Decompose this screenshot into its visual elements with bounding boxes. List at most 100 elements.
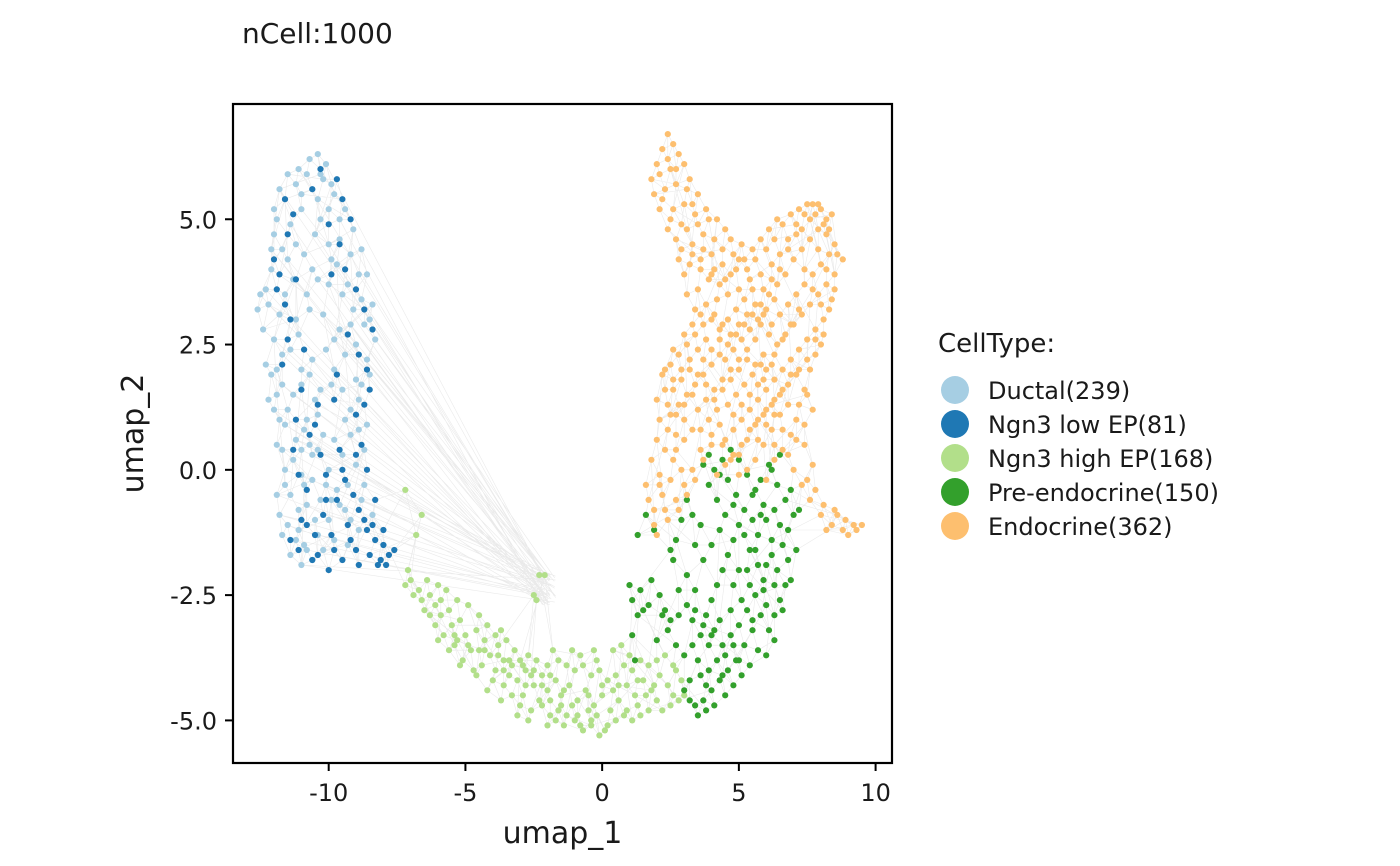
- data-point: [670, 206, 677, 213]
- data-point: [672, 236, 680, 243]
- data-point: [369, 521, 376, 529]
- data-point: [787, 431, 794, 438]
- data-point: [363, 421, 371, 428]
- x-tick-label: -5: [453, 779, 477, 807]
- legend-label: Ngn3 high EP(168): [988, 445, 1213, 473]
- data-point: [746, 406, 753, 413]
- data-point: [667, 166, 674, 173]
- data-point: [361, 401, 368, 408]
- data-point: [500, 682, 507, 689]
- x-axis: -10 -5 0 5 10: [309, 763, 891, 807]
- data-point: [667, 411, 674, 418]
- data-point: [705, 667, 712, 674]
- data-point: [292, 536, 299, 544]
- data-point: [325, 466, 332, 473]
- data-point: [366, 551, 373, 559]
- data-point: [325, 206, 332, 213]
- data-point: [779, 221, 786, 228]
- data-point: [281, 291, 289, 298]
- data-point: [683, 291, 691, 298]
- data-point: [437, 612, 444, 619]
- data-point: [383, 561, 390, 569]
- data-point: [342, 416, 349, 423]
- data-point: [727, 331, 734, 338]
- data-point: [694, 712, 702, 719]
- data-point: [593, 657, 600, 664]
- data-point: [738, 401, 745, 408]
- data-point: [322, 346, 330, 353]
- data-point: [273, 441, 280, 448]
- data-point: [722, 436, 729, 443]
- data-point: [806, 236, 814, 243]
- data-point: [651, 191, 658, 198]
- data-point: [705, 642, 712, 649]
- data-point: [620, 662, 628, 669]
- data-point: [812, 486, 819, 493]
- data-point: [358, 441, 365, 448]
- data-point: [303, 291, 310, 298]
- data-point: [262, 361, 269, 368]
- data-point: [716, 421, 723, 428]
- data-point: [588, 722, 595, 729]
- data-point: [577, 722, 584, 729]
- data-point: [760, 587, 767, 594]
- data-point: [629, 717, 636, 724]
- data-point: [369, 511, 376, 518]
- data-point: [661, 652, 669, 659]
- data-point: [623, 707, 630, 714]
- data-point: [292, 241, 299, 248]
- data-point: [593, 712, 600, 719]
- data-point: [511, 647, 518, 654]
- data-point: [798, 481, 805, 488]
- data-point: [741, 256, 748, 263]
- data-point: [741, 642, 748, 649]
- x-tick-label: 10: [860, 779, 891, 807]
- data-point: [771, 612, 778, 619]
- data-point: [629, 597, 636, 604]
- data-point: [287, 536, 294, 544]
- data-point: [309, 476, 316, 483]
- data-point: [672, 496, 680, 503]
- data-point: [757, 476, 764, 483]
- data-point: [724, 316, 732, 323]
- legend-label: Endocrine(362): [988, 513, 1173, 541]
- data-point: [648, 456, 655, 463]
- data-point: [320, 311, 327, 318]
- data-point: [659, 371, 666, 378]
- data-point: [683, 341, 691, 348]
- data-point: [711, 266, 718, 273]
- data-point: [273, 491, 280, 498]
- data-point: [637, 712, 644, 719]
- data-point: [776, 251, 784, 258]
- data-point: [774, 216, 781, 223]
- data-point: [279, 446, 286, 453]
- data-point: [265, 301, 272, 308]
- data-point: [404, 567, 412, 574]
- data-point: [352, 451, 360, 458]
- data-point: [692, 702, 699, 709]
- data-point: [435, 582, 442, 589]
- data-point: [744, 471, 751, 478]
- data-point: [281, 196, 289, 203]
- data-point: [538, 682, 546, 689]
- data-point: [785, 556, 792, 564]
- data-point: [618, 642, 625, 649]
- data-point: [735, 356, 743, 363]
- data-point: [667, 476, 674, 483]
- data-point: [566, 682, 573, 689]
- data-point: [776, 597, 784, 604]
- data-point: [793, 291, 800, 298]
- data-point: [276, 416, 283, 423]
- data-point: [798, 246, 805, 253]
- data-point: [336, 236, 343, 243]
- data-point: [344, 481, 351, 488]
- data-point: [730, 582, 737, 589]
- data-point: [333, 371, 340, 378]
- data-point: [765, 627, 773, 634]
- data-point: [793, 436, 800, 443]
- data-point: [558, 702, 565, 709]
- data-point: [402, 486, 409, 493]
- data-point: [333, 261, 340, 268]
- data-point: [760, 351, 767, 358]
- x-tick-label: 0: [595, 779, 610, 807]
